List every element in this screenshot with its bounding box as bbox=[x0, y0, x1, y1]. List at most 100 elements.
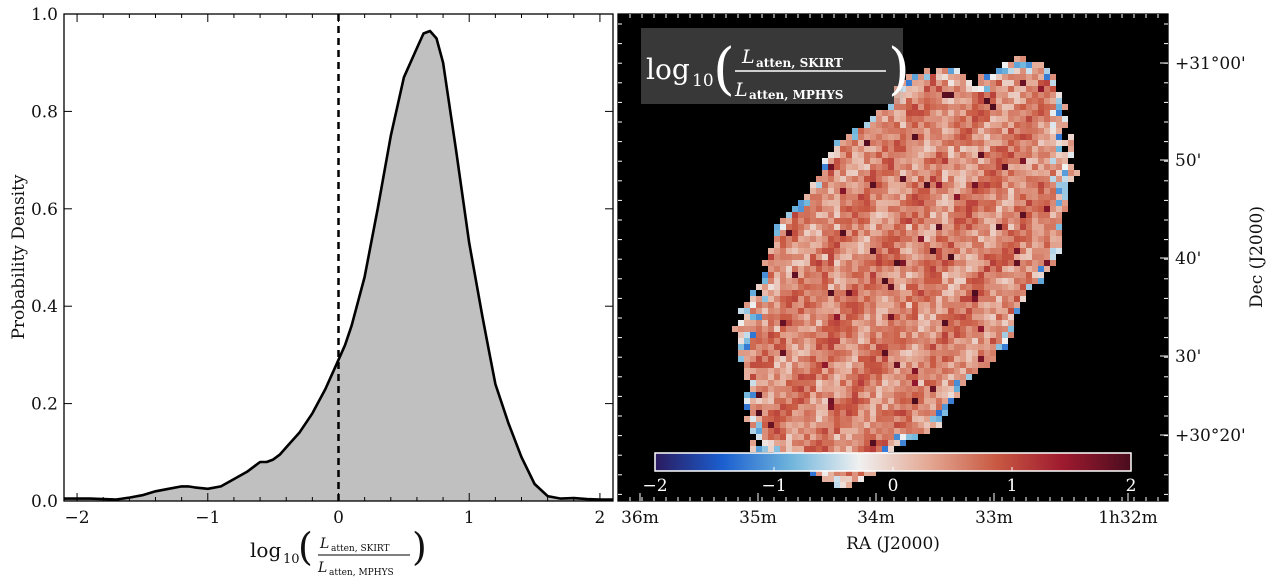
map-pixel bbox=[936, 332, 942, 338]
map-pixel bbox=[990, 110, 996, 116]
density-y-tick-label: 0.8 bbox=[31, 102, 58, 122]
map-pixel bbox=[864, 362, 870, 368]
x-axis-denominator-sub: atten, MPHYS bbox=[329, 568, 394, 578]
map-pixel bbox=[1002, 98, 1008, 104]
map-pixel bbox=[786, 260, 792, 266]
map-pixel bbox=[942, 176, 948, 182]
map-pixel bbox=[1014, 68, 1020, 74]
map-pixel bbox=[852, 338, 858, 344]
map-pixel bbox=[846, 152, 852, 158]
map-pixel bbox=[1020, 224, 1026, 230]
map-pixel bbox=[960, 164, 966, 170]
map-pixel bbox=[996, 344, 1002, 350]
map-pixel bbox=[972, 284, 978, 290]
map-pixel bbox=[864, 422, 870, 428]
map-pixel bbox=[876, 332, 882, 338]
map-pixel bbox=[942, 320, 948, 326]
map-pixel bbox=[1002, 296, 1008, 302]
map-pixel bbox=[1050, 122, 1056, 128]
map-pixel bbox=[876, 272, 882, 278]
map-pixel bbox=[888, 374, 894, 380]
map-pixel bbox=[786, 308, 792, 314]
map-pixel bbox=[984, 128, 990, 134]
map-pixel bbox=[810, 368, 816, 374]
map-pixel bbox=[924, 362, 930, 368]
map-pixel bbox=[1014, 218, 1020, 224]
map-pixel bbox=[786, 296, 792, 302]
map-pixel bbox=[936, 356, 942, 362]
map-pixel bbox=[882, 212, 888, 218]
map-pixel bbox=[900, 260, 906, 266]
map-pixel bbox=[786, 416, 792, 422]
map-pixel bbox=[942, 284, 948, 290]
map-pixel bbox=[1068, 164, 1074, 170]
map-pixel bbox=[732, 326, 738, 332]
map-pixel bbox=[978, 332, 984, 338]
map-pixel bbox=[930, 314, 936, 320]
map-pixel bbox=[912, 224, 918, 230]
map-pixel bbox=[912, 110, 918, 116]
map-pixel bbox=[840, 278, 846, 284]
map-pixel bbox=[750, 428, 756, 434]
map-pixel bbox=[1020, 200, 1026, 206]
map-pixel bbox=[816, 308, 822, 314]
map-pixel bbox=[774, 350, 780, 356]
map-pixel bbox=[774, 332, 780, 338]
map-pixel bbox=[918, 338, 924, 344]
map-pixel bbox=[786, 266, 792, 272]
map-pixel bbox=[942, 326, 948, 332]
map-pixel bbox=[948, 326, 954, 332]
map-pixel bbox=[1014, 56, 1020, 62]
map-pixel bbox=[888, 158, 894, 164]
map-pixel bbox=[972, 92, 978, 98]
map-pixel bbox=[1032, 206, 1038, 212]
map-pixel bbox=[780, 434, 786, 440]
map-pixel bbox=[918, 110, 924, 116]
map-pixel bbox=[840, 146, 846, 152]
map-pixel bbox=[966, 356, 972, 362]
map-pixel bbox=[912, 92, 918, 98]
map-pixel bbox=[918, 152, 924, 158]
map-pixel bbox=[1050, 116, 1056, 122]
map-pixel bbox=[930, 230, 936, 236]
map-pixel bbox=[816, 338, 822, 344]
map-pixel bbox=[924, 116, 930, 122]
map-pixel bbox=[888, 260, 894, 266]
map-pixel bbox=[948, 92, 954, 98]
map-pixel bbox=[852, 392, 858, 398]
map-pixel bbox=[816, 362, 822, 368]
map-pixel bbox=[918, 380, 924, 386]
map-pixel bbox=[918, 116, 924, 122]
map-pixel bbox=[882, 440, 888, 446]
map-pixel bbox=[762, 404, 768, 410]
map-pixel bbox=[1008, 158, 1014, 164]
map-pixel bbox=[930, 152, 936, 158]
map-pixel bbox=[804, 314, 810, 320]
map-pixel bbox=[954, 104, 960, 110]
map-pixel bbox=[942, 212, 948, 218]
map-pixel bbox=[876, 164, 882, 170]
map-pixel bbox=[750, 392, 756, 398]
map-pixel bbox=[882, 416, 888, 422]
map-pixel bbox=[954, 146, 960, 152]
map-pixel bbox=[966, 122, 972, 128]
map-pixel bbox=[990, 314, 996, 320]
map-pixel bbox=[864, 410, 870, 416]
map-pixel bbox=[954, 206, 960, 212]
map-pixel bbox=[942, 332, 948, 338]
map-pixel bbox=[810, 308, 816, 314]
map-pixel bbox=[936, 248, 942, 254]
map-pixel bbox=[924, 350, 930, 356]
map-pixel bbox=[1038, 206, 1044, 212]
map-pixel bbox=[864, 368, 870, 374]
map-pixel bbox=[756, 350, 762, 356]
map-pixel bbox=[954, 314, 960, 320]
map-pixel bbox=[996, 188, 1002, 194]
map-pixel bbox=[846, 272, 852, 278]
map-pixel bbox=[792, 302, 798, 308]
map-pixel bbox=[996, 80, 1002, 86]
map-pixel bbox=[984, 362, 990, 368]
map-pixel bbox=[1044, 116, 1050, 122]
map-pixel bbox=[942, 338, 948, 344]
map-pixel bbox=[864, 266, 870, 272]
